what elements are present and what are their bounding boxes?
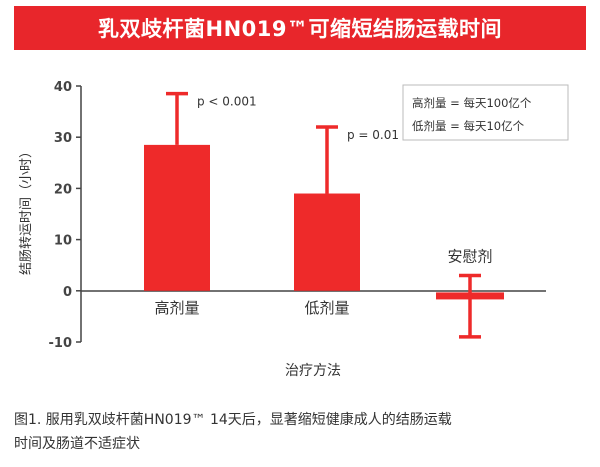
chart-title: 乳双歧杆菌HN019™可缩短结肠运载时间 [98, 17, 502, 41]
y-axis-label: 结肠转运时间（小时） [19, 145, 34, 275]
error-bars [166, 91, 481, 339]
y-tick-label: -10 [49, 336, 73, 351]
y-ticks: -10 0 10 20 30 40 [49, 80, 81, 351]
bar [294, 193, 360, 291]
chart-frame: 乳双歧杆菌HN019™可缩短结肠运载时间 -10 0 10 20 30 40 高剂量 低剂量… [14, 6, 586, 379]
y-tick-label: 40 [54, 80, 72, 95]
x-axis-label: 治疗方法 [285, 363, 341, 379]
caption-line-2: 时间及肠道不适症状 [14, 436, 140, 452]
legend-item-high: 高剂量 = 每天100亿个 [412, 96, 532, 110]
legend: 高剂量 = 每天100亿个 低剂量 = 每天10亿个 [402, 84, 569, 141]
category-label: 低剂量 [304, 299, 349, 317]
y-tick-label: 10 [54, 234, 72, 249]
caption-line-1: 图1. 服用乳双歧杆菌HN019™ 14天后，显著缩短健康成人的结肠运载 [14, 412, 452, 428]
y-tick-label: 0 [63, 285, 72, 300]
legend-box [402, 84, 569, 141]
category-label: 安慰剂 [447, 247, 492, 265]
bars [144, 144, 504, 300]
legend-item-low: 低剂量 = 每天10亿个 [412, 119, 525, 133]
figure-caption: 图1. 服用乳双歧杆菌HN019™ 14天后，显著缩短健康成人的结肠运载 时间及… [14, 408, 586, 456]
bar-chart: -10 0 10 20 30 40 高剂量 低剂量 安慰剂 p < 0.001 p = 0.01… [19, 80, 569, 379]
category-labels: 高剂量 低剂量 安慰剂 [154, 247, 492, 316]
title-banner: 乳双歧杆菌HN019™可缩短结肠运载时间 [14, 6, 586, 50]
bar [144, 144, 210, 291]
category-label: 高剂量 [154, 299, 199, 317]
y-tick-label: 30 [54, 131, 72, 146]
y-tick-label: 20 [54, 182, 72, 197]
significance-labels: p < 0.001 p = 0.01 [197, 95, 399, 142]
significance-label: p < 0.001 [197, 95, 257, 109]
significance-label: p = 0.01 [347, 128, 399, 142]
